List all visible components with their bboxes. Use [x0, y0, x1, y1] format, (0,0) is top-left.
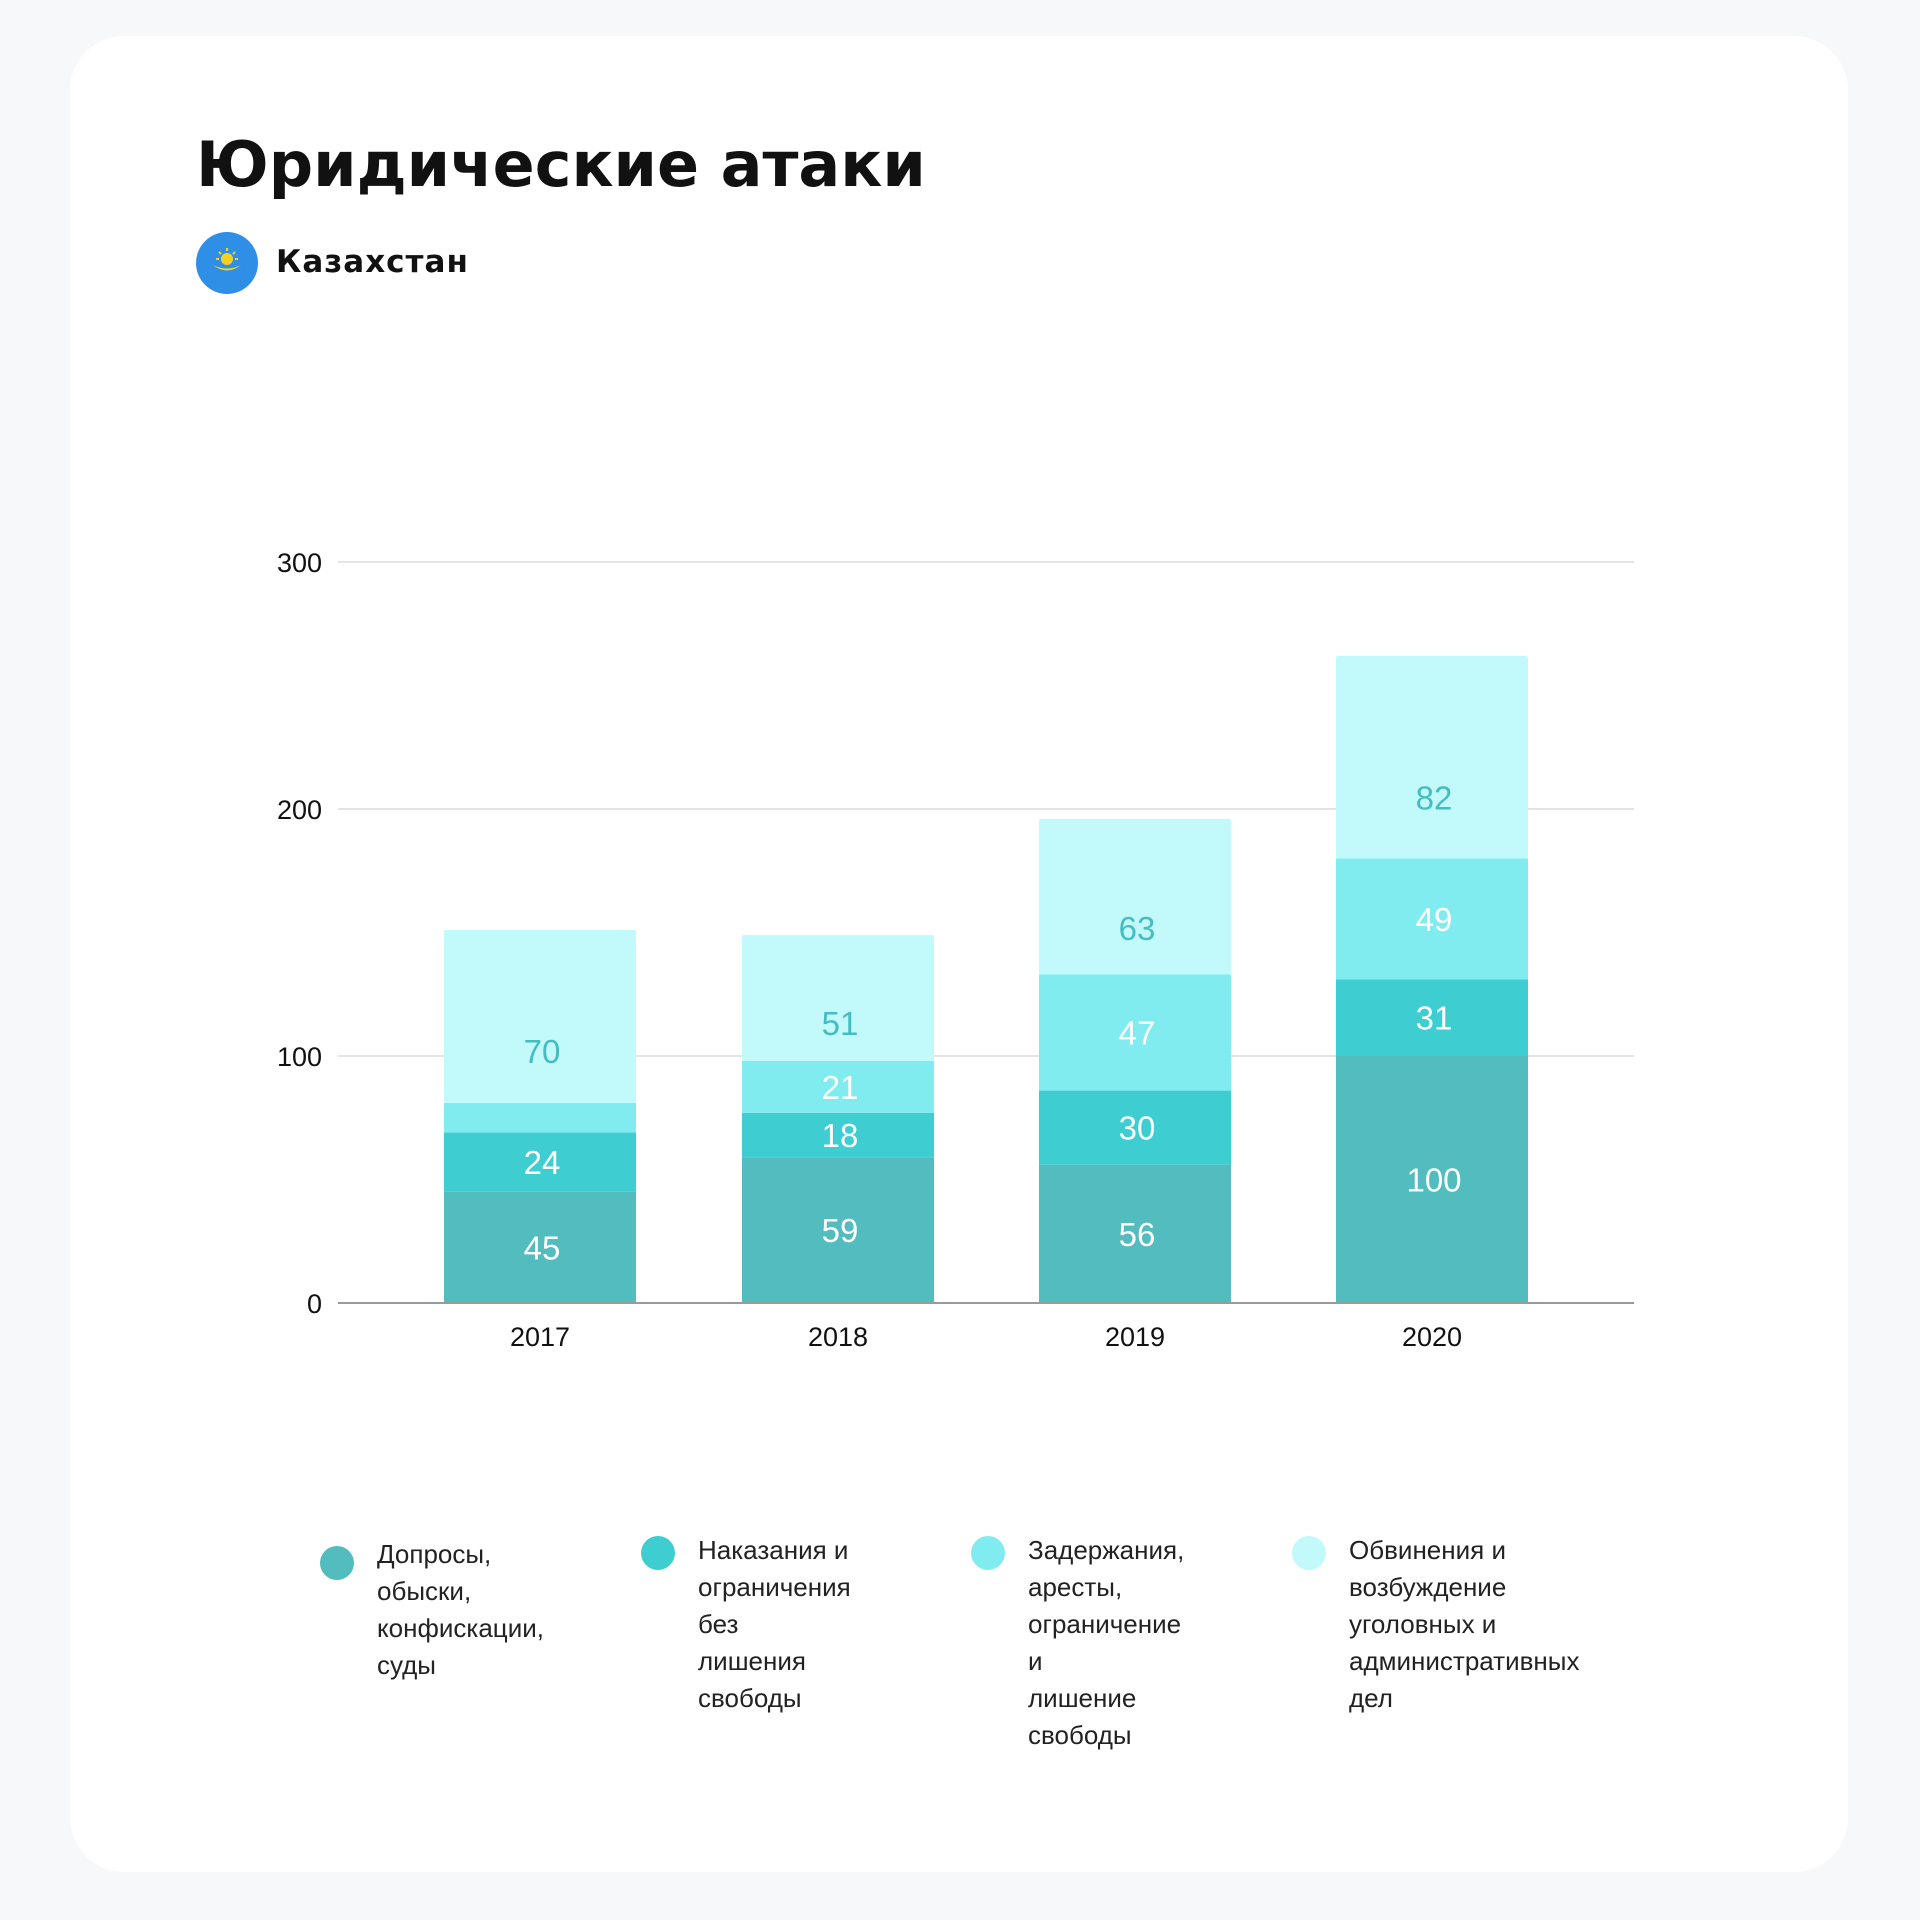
- data-label: 63: [1119, 910, 1156, 947]
- bar-segment: [444, 1132, 636, 1192]
- data-label: 59: [822, 1212, 859, 1249]
- x-tick-label: 2017: [510, 1322, 570, 1352]
- y-tick-label: 100: [277, 1042, 322, 1072]
- legend-swatch: [971, 1536, 1005, 1570]
- legend-swatch: [320, 1546, 354, 1580]
- bar-segment: [742, 934, 934, 1061]
- bar-segment: [1039, 1164, 1231, 1303]
- data-label: 100: [1406, 1162, 1461, 1199]
- y-tick-label: 300: [277, 548, 322, 578]
- bar-segment: [1039, 818, 1231, 975]
- legend-swatch: [1292, 1536, 1326, 1570]
- legend-label: Обвинения и возбуждение уголовных и адми…: [1349, 1535, 1580, 1713]
- x-tick-label: 2018: [808, 1322, 868, 1352]
- bar-segment: [444, 1102, 636, 1133]
- legend-swatch: [641, 1536, 675, 1570]
- chart-card: [70, 36, 1848, 1872]
- bar-segment: [1039, 974, 1231, 1091]
- data-label: 49: [1416, 901, 1453, 938]
- bar-segment: [1336, 979, 1528, 1056]
- data-label: 30: [1119, 1110, 1156, 1147]
- bar-segment: [1336, 1056, 1528, 1303]
- y-tick-label: 0: [307, 1289, 322, 1319]
- data-label: 56: [1119, 1216, 1156, 1253]
- bar-segment: [742, 1112, 934, 1158]
- bar-segment: [1039, 1090, 1231, 1165]
- bar-segment: [742, 1060, 934, 1113]
- legend-label: Допросы, обыски, конфискации, суды: [377, 1539, 544, 1680]
- bar-segment: [444, 1191, 636, 1303]
- legend-label: Наказания и ограничения без лишения своб…: [698, 1535, 851, 1713]
- data-label: 47: [1119, 1015, 1156, 1052]
- chart-title: Юридические атаки: [196, 128, 926, 201]
- data-label: 24: [524, 1144, 561, 1181]
- data-label: 82: [1416, 780, 1453, 817]
- y-tick-label: 200: [277, 795, 322, 825]
- data-label: 31: [1416, 1000, 1453, 1037]
- kazakhstan-flag-icon: [196, 232, 258, 294]
- data-label: 21: [822, 1069, 859, 1106]
- data-label: 51: [822, 1005, 859, 1042]
- data-label: 45: [524, 1229, 561, 1266]
- bar-segment: [1336, 655, 1528, 859]
- country-name: Казахстан: [276, 244, 469, 280]
- bar-segment: [742, 1157, 934, 1303]
- data-label: 70: [524, 1033, 561, 1070]
- bar-segment: [444, 930, 636, 1103]
- data-label: 18: [822, 1117, 859, 1154]
- legend-label: Задержания, аресты, ограничение и лишени…: [1028, 1535, 1185, 1750]
- x-tick-label: 2020: [1402, 1322, 1462, 1352]
- bar-segment: [1336, 858, 1528, 980]
- x-tick-label: 2019: [1105, 1322, 1165, 1352]
